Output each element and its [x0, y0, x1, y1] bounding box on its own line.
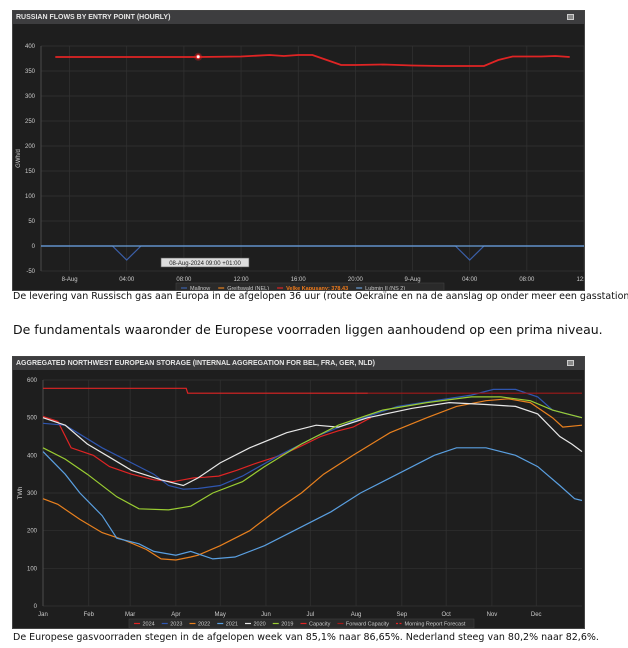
legend-item: 2023 — [170, 622, 182, 628]
russian-flows-plot: -50 0 50 100 150 200 250 300 350 400 8-Aug 04:00 08:… — [16, 44, 584, 290]
y-axis-label: TWh — [18, 487, 24, 500]
y-tick-label: 250 — [25, 119, 36, 125]
legend-item: Capacity — [309, 622, 331, 628]
popout-icon[interactable] — [567, 14, 574, 20]
series-line-velke-kapusany-378-43 — [55, 54, 570, 67]
x-tick-label: Dec — [531, 612, 542, 618]
y-tick-label: 400 — [27, 453, 38, 459]
legend-item: 2019 — [281, 622, 293, 628]
y-tick-label: 300 — [27, 491, 38, 497]
chart1-caption: De levering van Russisch gas aan Europa … — [13, 291, 628, 302]
russian-flows-chart-panel: RUSSIAN FLOWS BY ENTRY POINT (HOURLY) -5… — [12, 10, 585, 291]
x-tick-label: May — [215, 612, 226, 618]
legend-item: Velke Kapusany: 378.43 — [286, 286, 348, 290]
x-tick-label: 20:00 — [348, 277, 364, 283]
storage-plot: 0 100 200 300 400 500 600 Jan Feb Mar Apr May Jun Jul… — [18, 378, 583, 628]
x-tick-label: Apr — [171, 612, 180, 618]
chart-header: AGGREGATED NORTHWEST EUROPEAN STORAGE (I… — [13, 357, 584, 370]
y-tick-label: 350 — [25, 69, 36, 75]
legend-item: 2024 — [143, 622, 155, 628]
x-tick-label: Jul — [306, 612, 314, 618]
series-line-mallnow — [41, 245, 584, 261]
legend-item: Forward Capacity — [346, 622, 389, 628]
x-tick-label: Jun — [261, 612, 271, 618]
legend-box — [175, 282, 445, 290]
chart-title: AGGREGATED NORTHWEST EUROPEAN STORAGE (I… — [16, 360, 375, 367]
y-tick-label: 100 — [25, 194, 36, 200]
tooltip-box — [160, 257, 250, 268]
x-tick-label: 12:00 — [576, 277, 584, 283]
x-tick-label: 12:00 — [234, 277, 250, 283]
legend-item: 2020 — [254, 622, 266, 628]
paragraph: De fundamentals waaronder de Europese vo… — [13, 322, 603, 337]
series-line-2019 — [42, 396, 583, 511]
legend-item: Lubmin II (NS 2) — [365, 286, 405, 290]
chart-header: RUSSIAN FLOWS BY ENTRY POINT (HOURLY) — [13, 11, 584, 24]
y-tick-label: 100 — [27, 566, 38, 572]
y-axis-label: GWh/d — [16, 149, 22, 168]
popout-icon[interactable] — [567, 360, 574, 366]
x-tick-label: Feb — [84, 612, 95, 618]
x-tick-label: Nov — [487, 612, 498, 618]
y-tick-label: 200 — [25, 144, 36, 150]
x-tick-label: Mar — [125, 612, 135, 618]
hover-point — [195, 54, 201, 60]
chart2-caption: De Europese gasvoorraden stegen in de af… — [13, 632, 599, 643]
legend-item: 2022 — [198, 622, 210, 628]
legend-item: Morning Report Forecast — [405, 622, 466, 628]
storage-chart-panel: AGGREGATED NORTHWEST EUROPEAN STORAGE (I… — [12, 356, 585, 629]
y-tick-label: 0 — [32, 244, 36, 250]
series-line-2022 — [42, 398, 583, 561]
x-tick-label: 9-Aug — [405, 277, 421, 283]
y-tick-label: 0 — [34, 604, 38, 610]
series-line-2023 — [42, 388, 583, 490]
x-tick-label: 04:00 — [462, 277, 478, 283]
legend-item: 2021 — [226, 622, 238, 628]
x-tick-label: Aug — [351, 612, 362, 618]
x-tick-label: Sep — [396, 612, 407, 618]
x-tick-label: Oct — [441, 612, 451, 618]
y-tick-label: 600 — [27, 378, 38, 384]
series-line-2021 — [42, 447, 583, 560]
y-tick-label: 400 — [25, 44, 36, 50]
x-tick-label: 16:00 — [291, 277, 307, 283]
legend-item: Mallnow — [190, 286, 210, 290]
x-tick-label: 08:00 — [519, 277, 535, 283]
legend-item: Greifswald (NEL) — [227, 286, 269, 290]
chart-title: RUSSIAN FLOWS BY ENTRY POINT (HOURLY) — [16, 14, 171, 21]
x-tick-label: 8-Aug — [62, 277, 78, 283]
x-tick-label: 08:00 — [176, 277, 192, 283]
y-tick-label: 300 — [25, 94, 36, 100]
x-tick-label: 04:00 — [119, 277, 135, 283]
series-line-capacity — [43, 387, 368, 394]
y-tick-label: 500 — [27, 416, 38, 422]
tooltip-text: 08-Aug-2024 09:00 +01:00 — [169, 261, 241, 267]
y-tick-label: 150 — [25, 169, 36, 175]
y-tick-label: 200 — [27, 529, 38, 535]
y-tick-label: -50 — [26, 269, 35, 275]
x-tick-label: Jan — [38, 612, 48, 618]
series-line-2020 — [42, 401, 583, 487]
y-tick-label: 50 — [28, 219, 35, 225]
